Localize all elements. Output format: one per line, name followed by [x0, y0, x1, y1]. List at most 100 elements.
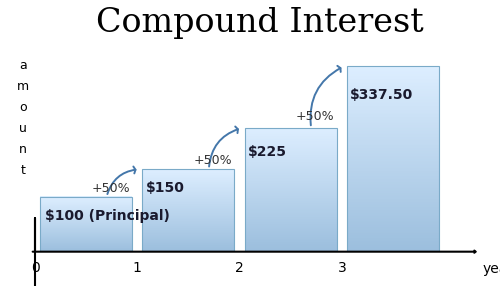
Bar — [347, 157, 439, 159]
Bar — [40, 203, 132, 204]
Bar — [347, 162, 439, 164]
Bar — [142, 200, 234, 202]
Bar — [244, 162, 336, 163]
Bar — [244, 250, 336, 252]
Bar — [142, 231, 234, 232]
Bar — [244, 211, 336, 212]
Bar — [347, 204, 439, 205]
Bar — [244, 136, 336, 137]
Bar — [347, 69, 439, 71]
Bar — [142, 226, 234, 227]
Bar — [142, 220, 234, 221]
Bar — [40, 248, 132, 249]
Bar — [347, 129, 439, 131]
Bar — [142, 199, 234, 200]
Bar — [347, 230, 439, 232]
Bar — [142, 236, 234, 237]
Bar — [347, 182, 439, 184]
Bar — [347, 194, 439, 196]
Bar — [142, 203, 234, 204]
Bar — [40, 225, 132, 226]
Bar — [142, 182, 234, 183]
Bar — [142, 248, 234, 249]
Bar — [142, 241, 234, 242]
Bar — [40, 251, 132, 252]
Bar — [347, 216, 439, 218]
Bar — [244, 240, 336, 241]
Bar — [142, 249, 234, 250]
Text: $337.50: $337.50 — [350, 88, 413, 102]
Bar — [142, 247, 234, 248]
Bar — [40, 235, 132, 236]
Bar — [142, 200, 234, 201]
Bar — [142, 223, 234, 224]
Bar — [40, 209, 132, 210]
Bar — [244, 199, 336, 200]
Bar — [347, 106, 439, 108]
Bar — [142, 201, 234, 202]
Bar — [347, 245, 439, 247]
Bar — [347, 103, 439, 105]
Bar — [40, 228, 132, 229]
Bar — [244, 181, 336, 183]
Bar — [142, 191, 234, 192]
Bar — [142, 179, 234, 180]
Bar — [40, 226, 132, 227]
Bar — [40, 215, 132, 216]
Bar — [142, 236, 234, 237]
Bar — [40, 231, 132, 232]
Title: Compound Interest: Compound Interest — [96, 7, 424, 39]
Bar — [347, 186, 439, 188]
Bar — [244, 188, 336, 189]
Bar — [244, 130, 336, 131]
Bar — [347, 128, 439, 130]
Bar — [244, 212, 336, 214]
Bar — [244, 134, 336, 135]
Bar — [347, 137, 439, 139]
Bar — [40, 226, 132, 227]
Bar — [347, 83, 439, 85]
Bar — [347, 208, 439, 210]
Bar — [347, 66, 439, 68]
Bar — [347, 146, 439, 148]
Bar — [347, 239, 439, 241]
Bar — [244, 221, 336, 222]
Bar — [40, 247, 132, 248]
Bar — [40, 206, 132, 207]
Bar — [40, 236, 132, 237]
Bar — [347, 116, 439, 117]
Bar — [40, 245, 132, 246]
Bar — [347, 94, 439, 96]
Bar — [347, 88, 439, 90]
Bar — [244, 226, 336, 227]
Bar — [142, 176, 234, 178]
Bar — [40, 220, 132, 221]
Bar — [142, 215, 234, 216]
Bar — [142, 244, 234, 245]
Bar — [244, 217, 336, 218]
Bar — [347, 152, 439, 154]
Bar — [40, 203, 132, 204]
Bar — [244, 188, 336, 190]
Bar — [244, 152, 336, 154]
Bar — [40, 239, 132, 240]
Bar — [142, 177, 234, 178]
Bar — [244, 156, 336, 157]
Bar — [142, 198, 234, 199]
Bar — [347, 117, 439, 119]
Bar — [347, 210, 439, 212]
Bar — [347, 156, 439, 157]
Bar — [347, 148, 439, 150]
Bar — [142, 237, 234, 238]
Bar — [40, 225, 132, 226]
Bar — [347, 154, 439, 156]
Bar — [40, 202, 132, 203]
Bar — [347, 120, 439, 122]
Bar — [347, 75, 439, 77]
Bar — [142, 219, 234, 220]
Bar — [244, 237, 336, 238]
Bar — [347, 211, 439, 213]
Bar — [347, 172, 439, 174]
Bar — [347, 118, 439, 120]
Bar — [244, 154, 336, 156]
